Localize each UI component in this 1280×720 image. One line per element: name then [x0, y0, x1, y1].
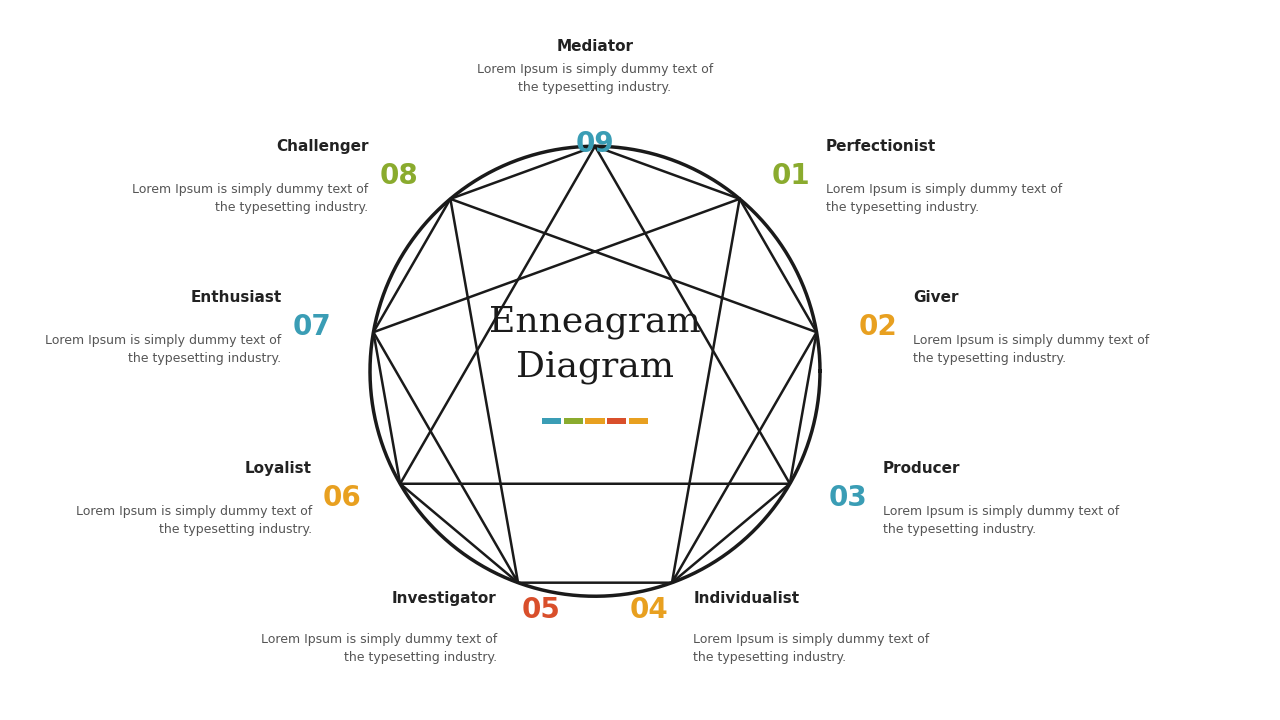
Text: Enneagram
Diagram: Enneagram Diagram [489, 305, 701, 384]
Text: Giver: Giver [913, 289, 959, 305]
Text: Investigator: Investigator [392, 590, 497, 606]
Text: Lorem Ipsum is simply dummy text of
the typesetting industry.: Lorem Ipsum is simply dummy text of the … [477, 63, 713, 94]
Text: 02: 02 [859, 313, 897, 341]
Text: Challenger: Challenger [276, 139, 369, 154]
Text: 07: 07 [292, 313, 332, 341]
Text: Enthusiast: Enthusiast [191, 289, 282, 305]
Bar [585, 418, 604, 424]
Text: 08: 08 [379, 163, 419, 191]
Text: Perfectionist: Perfectionist [826, 139, 936, 154]
Bar [607, 418, 626, 424]
Text: Lorem Ipsum is simply dummy text of
the typesetting industry.: Lorem Ipsum is simply dummy text of the … [45, 334, 282, 365]
Bar [563, 418, 582, 424]
Bar [541, 418, 561, 424]
Text: Lorem Ipsum is simply dummy text of
the typesetting industry.: Lorem Ipsum is simply dummy text of the … [694, 633, 929, 664]
Text: Lorem Ipsum is simply dummy text of
the typesetting industry.: Lorem Ipsum is simply dummy text of the … [76, 505, 312, 536]
Text: Individualist: Individualist [694, 590, 799, 606]
Text: Lorem Ipsum is simply dummy text of
the typesetting industry.: Lorem Ipsum is simply dummy text of the … [913, 334, 1149, 365]
Text: Loyalist: Loyalist [244, 461, 312, 476]
Text: 05: 05 [521, 596, 561, 624]
Bar [628, 418, 648, 424]
Text: 03: 03 [828, 485, 868, 513]
Text: Producer: Producer [883, 461, 960, 476]
Text: 09: 09 [576, 130, 614, 158]
Text: 06: 06 [323, 485, 361, 513]
Text: Lorem Ipsum is simply dummy text of
the typesetting industry.: Lorem Ipsum is simply dummy text of the … [261, 633, 497, 664]
Text: Lorem Ipsum is simply dummy text of
the typesetting industry.: Lorem Ipsum is simply dummy text of the … [826, 183, 1062, 215]
Text: 01: 01 [772, 163, 810, 191]
Text: Lorem Ipsum is simply dummy text of
the typesetting industry.: Lorem Ipsum is simply dummy text of the … [132, 183, 369, 215]
Text: Lorem Ipsum is simply dummy text of
the typesetting industry.: Lorem Ipsum is simply dummy text of the … [883, 505, 1119, 536]
Text: Mediator: Mediator [557, 39, 634, 54]
Text: 04: 04 [630, 596, 668, 624]
